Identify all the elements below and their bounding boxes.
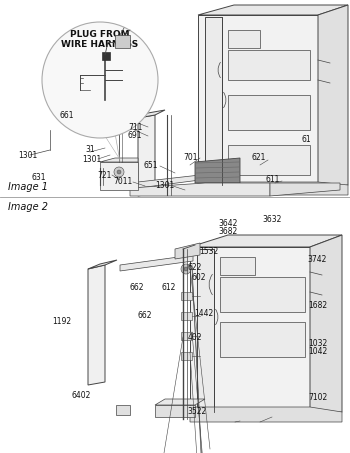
Text: 701: 701 [183,153,197,162]
Text: 1032: 1032 [308,338,327,347]
Text: 662: 662 [130,284,145,293]
Polygon shape [120,255,193,271]
Polygon shape [88,260,117,269]
Text: Image 2: Image 2 [8,202,48,212]
Polygon shape [190,247,310,417]
Text: 602: 602 [192,274,206,283]
Polygon shape [116,405,130,415]
Text: 1301: 1301 [18,150,37,159]
Polygon shape [130,183,270,196]
Circle shape [184,267,188,271]
Polygon shape [181,292,192,300]
Polygon shape [190,235,342,247]
Text: 662: 662 [138,312,153,321]
Text: 651: 651 [143,160,158,169]
Polygon shape [228,145,310,175]
Text: 1682: 1682 [308,300,327,309]
Polygon shape [228,50,310,80]
Polygon shape [228,95,310,130]
Polygon shape [155,405,195,417]
Polygon shape [310,235,342,417]
Polygon shape [318,5,348,190]
Polygon shape [100,162,138,190]
Text: 7102: 7102 [308,394,327,403]
Circle shape [117,170,121,174]
Polygon shape [155,399,205,405]
Text: 3632: 3632 [262,215,281,223]
Polygon shape [88,265,105,385]
Polygon shape [138,175,200,188]
Polygon shape [220,277,305,312]
Polygon shape [138,115,155,196]
Text: 3522: 3522 [187,408,206,416]
Polygon shape [181,332,192,340]
Polygon shape [205,17,222,185]
Text: 3742: 3742 [307,255,326,264]
Text: Image 1: Image 1 [8,182,48,192]
Polygon shape [100,158,138,162]
Text: 612: 612 [162,284,176,293]
Text: 711: 711 [128,122,142,131]
Text: 3642: 3642 [218,220,237,228]
Circle shape [181,264,191,274]
Text: 611: 611 [266,174,280,183]
Polygon shape [138,110,165,118]
Text: 621: 621 [251,154,265,163]
Polygon shape [181,312,192,320]
Text: 3682: 3682 [218,227,237,236]
Polygon shape [197,249,214,412]
Text: 402: 402 [188,333,203,342]
Text: 1192: 1192 [52,318,71,327]
Circle shape [42,22,158,138]
Text: 1532: 1532 [199,247,218,256]
Polygon shape [270,183,340,196]
Text: 6402: 6402 [72,391,91,400]
Polygon shape [220,322,305,357]
Text: 631: 631 [32,173,47,183]
Text: 1442: 1442 [194,308,213,318]
Text: 691: 691 [128,131,142,140]
Polygon shape [175,243,200,259]
Polygon shape [115,35,130,48]
Text: 7011: 7011 [113,178,132,187]
Polygon shape [198,15,318,190]
Circle shape [114,167,124,177]
Text: 31: 31 [85,145,94,154]
Text: 1042: 1042 [308,347,327,357]
Text: 61: 61 [302,135,312,145]
Polygon shape [190,407,342,422]
Polygon shape [228,30,260,48]
Text: 1301: 1301 [82,154,101,164]
Polygon shape [102,52,110,60]
Text: 622: 622 [188,264,202,273]
Polygon shape [195,158,240,183]
Polygon shape [181,352,192,360]
Polygon shape [198,182,348,195]
Text: 1301: 1301 [155,182,174,191]
Polygon shape [198,5,348,15]
Text: 721: 721 [97,170,111,179]
Text: PLUG FROM
WIRE HARNESS: PLUG FROM WIRE HARNESS [61,30,139,49]
Polygon shape [220,257,255,275]
Text: 661: 661 [60,111,75,120]
